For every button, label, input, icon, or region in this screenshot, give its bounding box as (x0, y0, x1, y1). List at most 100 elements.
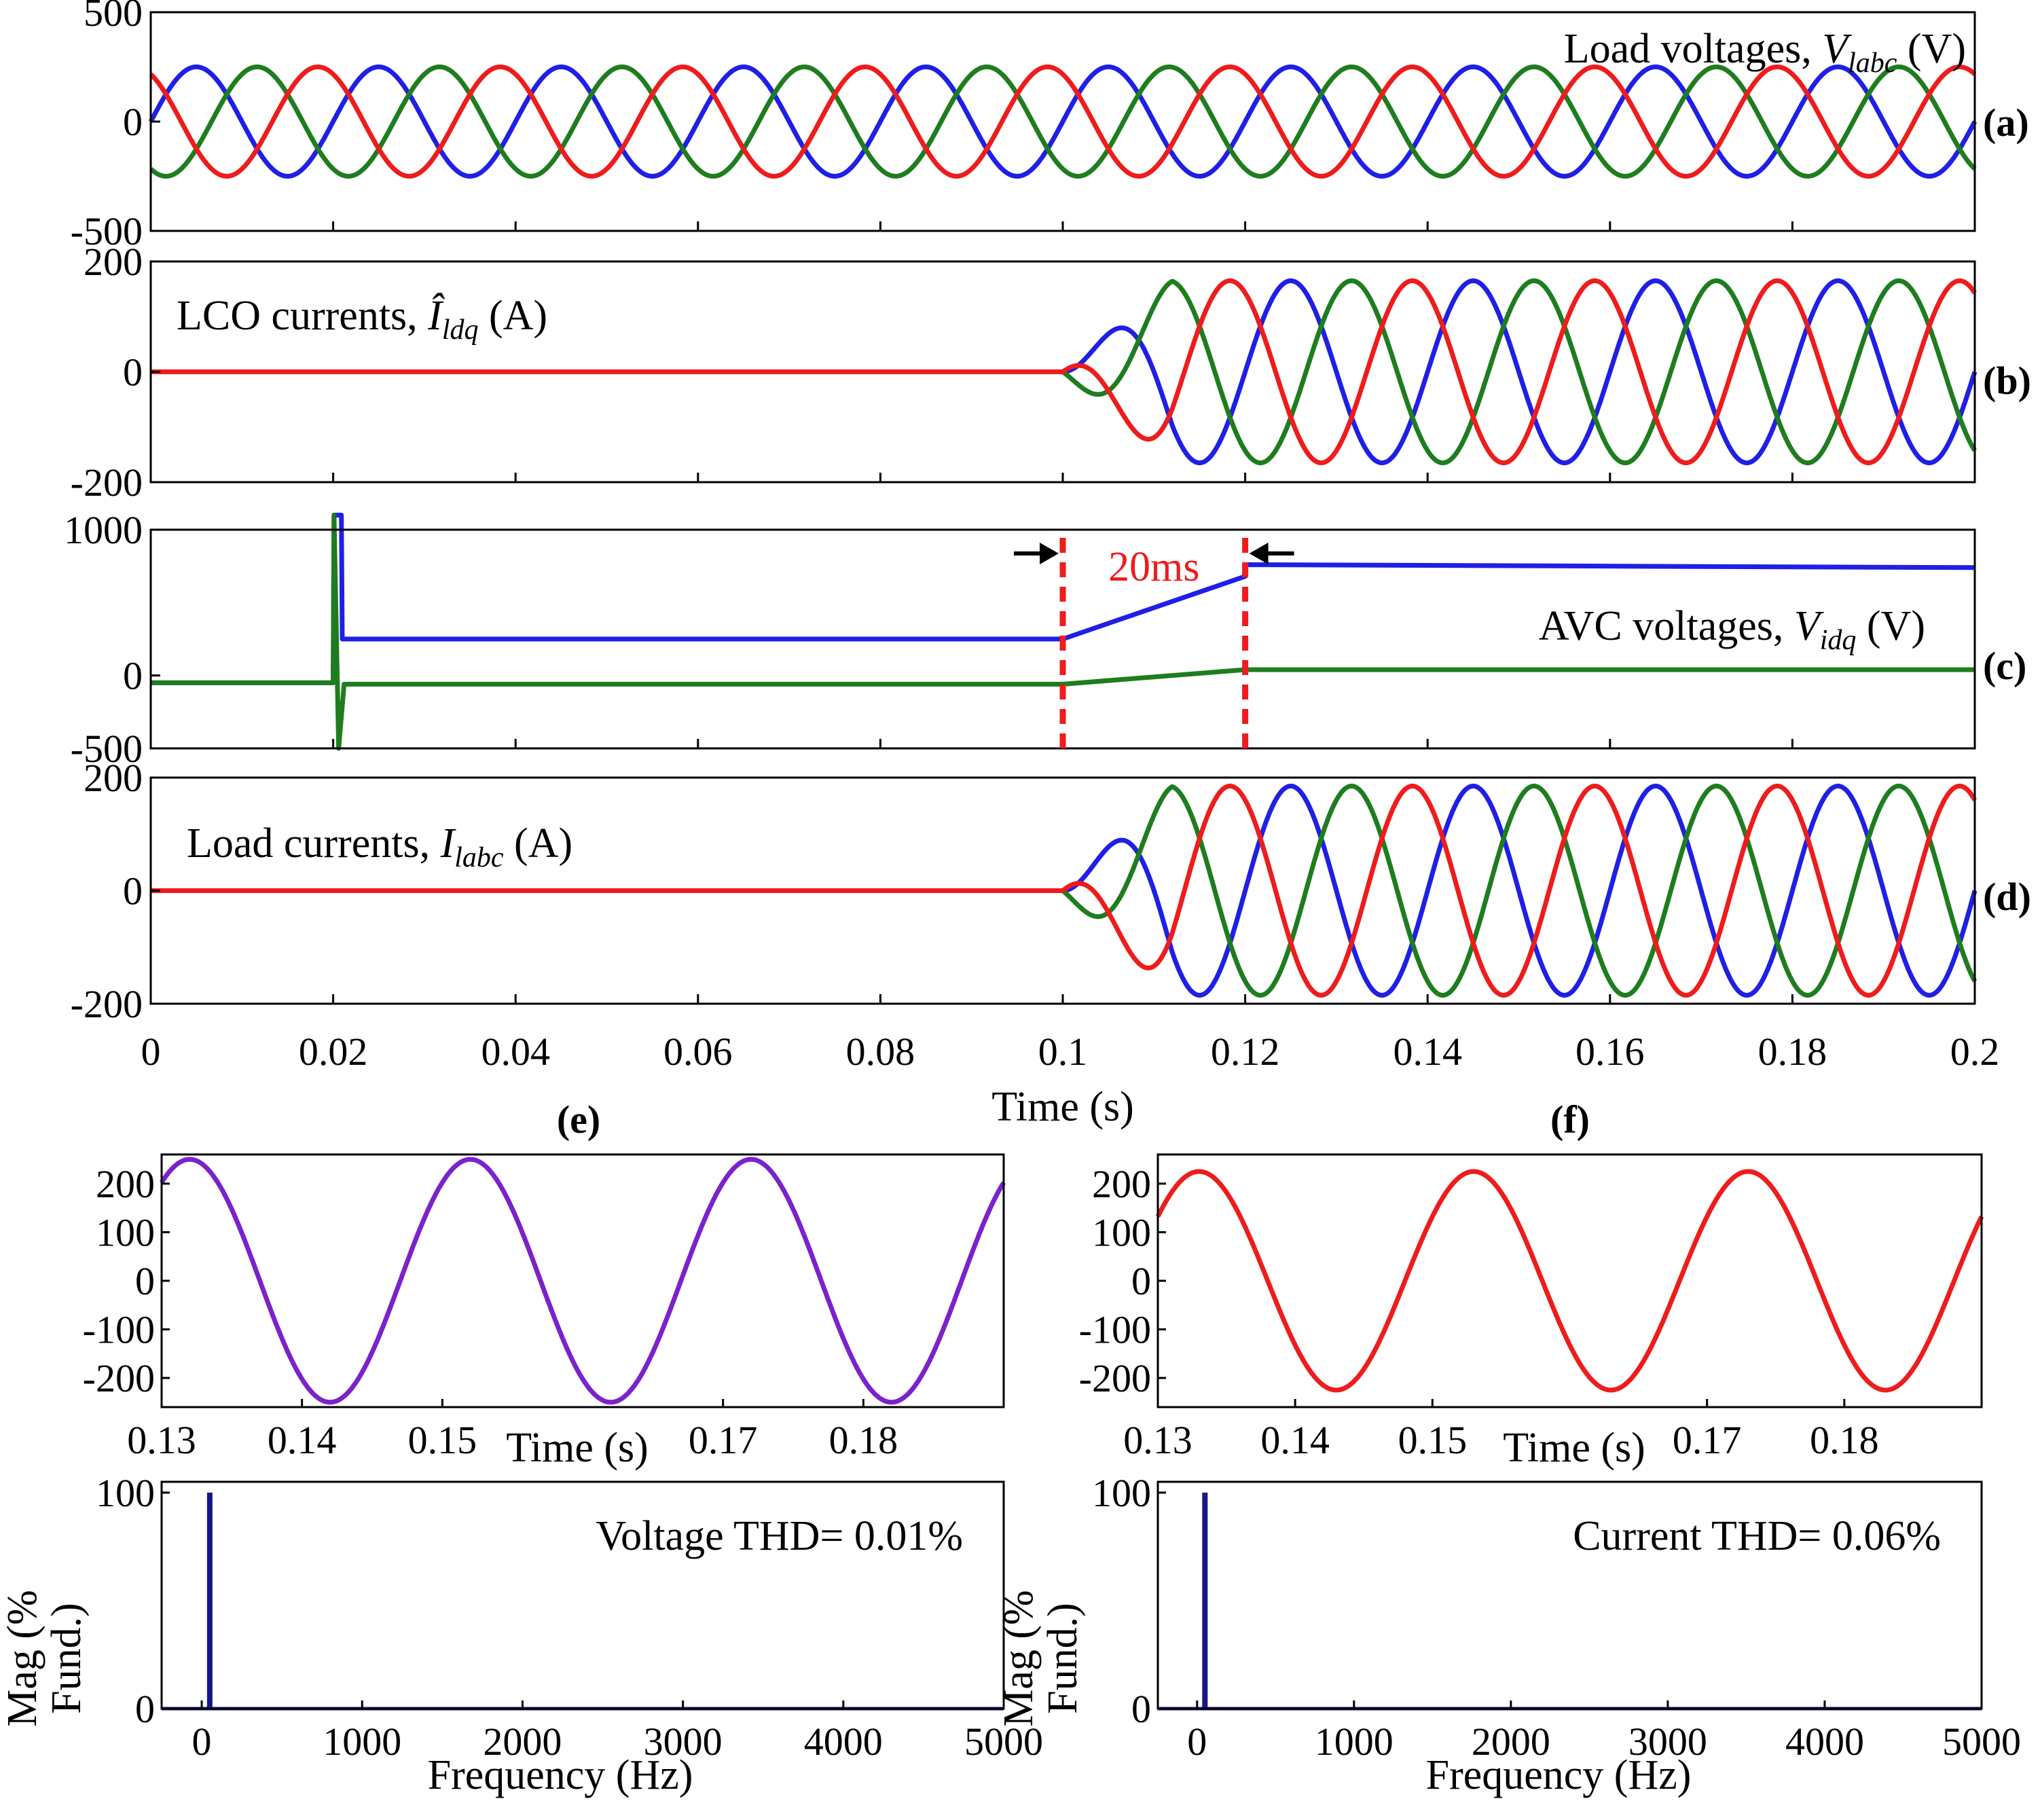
label-variable: I (440, 820, 457, 867)
ytick-label: 100 (96, 1471, 155, 1515)
ytick-label: -500 (71, 727, 143, 771)
xtick-label: 4000 (804, 1719, 883, 1764)
ytick-label: 100 (1092, 1210, 1151, 1254)
xtick-label: 0.13 (1123, 1418, 1192, 1462)
xtick-label: 0.02 (299, 1030, 368, 1074)
panel-tag-a: (a) (1983, 101, 2029, 145)
ytick-label: 0 (123, 869, 143, 913)
panel-tag-c: (c) (1983, 644, 2026, 688)
label-unit: (V) (1897, 26, 1966, 72)
series-a-phase-b (149, 65, 1977, 179)
xtick-label: 0.08 (846, 1030, 915, 1074)
thd-annotation: Voltage THD= 0.01% (596, 1513, 963, 1559)
series-a-phase-c (149, 65, 1977, 179)
panel-b: 200 0 -200 (b) (71, 240, 2031, 505)
series-b-phase-c (149, 278, 1977, 466)
ytick-label: 0 (1131, 1259, 1151, 1303)
x-axis-title-e-wave: Time (s) (506, 1425, 649, 1471)
label-text: AVC voltages, (1539, 603, 1794, 649)
ytick-label: -200 (1079, 1356, 1151, 1400)
ytick-label: 200 (1092, 1162, 1151, 1206)
xtick-label: 0 (141, 1030, 161, 1074)
xtick-label: 0.2 (1950, 1030, 2000, 1074)
label-subscript: ldq (442, 314, 479, 346)
panel-d: 200 0 -200 (d) (71, 756, 2031, 1026)
y-axis-title-line1: Mag (% (996, 1590, 1042, 1726)
xtick-label: 0.17 (689, 1418, 758, 1462)
xtick-label: 5000 (964, 1719, 1043, 1764)
ytick-label: -100 (83, 1308, 155, 1352)
shared-x-axis: 0 0.02 0.04 0.06 0.08 0.1 0.12 0.14 0.16 0.18 0.2 T… (141, 1030, 2000, 1142)
xtick-label: 0.13 (127, 1418, 196, 1462)
ytick-label: 100 (96, 1210, 155, 1254)
panel-label-d: Load currents, Ilabc (A) (187, 820, 572, 873)
ytick-label: 200 (96, 1162, 155, 1206)
xtick-label: 0.15 (408, 1418, 477, 1462)
xtick-label: 0.18 (1758, 1030, 1827, 1074)
ytick-label: 200 (84, 756, 143, 800)
series-a-phase-a (148, 65, 1978, 179)
spectrum-bar (206, 1492, 213, 1709)
series-e-wave (160, 1157, 1006, 1405)
x-axis-title: Time (s) (991, 1084, 1134, 1130)
xtick-label: 1000 (323, 1719, 401, 1764)
ytick-label: -200 (71, 460, 143, 505)
interval-annotation: 20ms (1108, 544, 1199, 590)
xtick-label: 0.18 (1810, 1418, 1879, 1462)
xtick-label: 0.14 (268, 1418, 337, 1462)
ytick-label: 0 (135, 1259, 155, 1303)
ytick-label: 0 (123, 100, 143, 144)
xtick-label: 0.04 (481, 1030, 550, 1074)
xtick-label: 2000 (1472, 1719, 1550, 1764)
label-variable: V (1822, 26, 1852, 72)
ytick-label: 100 (1092, 1471, 1151, 1515)
panel-tag-d: (d) (1983, 875, 2031, 919)
label-text: Load currents, (187, 820, 441, 867)
y-axis-title-line2: Fund.) (1040, 1603, 1086, 1714)
xtick-label: 3000 (644, 1719, 723, 1764)
panel-tag-b: (b) (1983, 359, 2031, 403)
panel-a: 500 0 -500 (a) (71, 0, 2029, 253)
spectrum-bar (1202, 1492, 1208, 1709)
axes-frame-e-spec (160, 1480, 1005, 1710)
series-d-phase-c (149, 784, 1978, 998)
subplot-title-f: (f) (1550, 1097, 1590, 1142)
label-unit: (V) (1856, 603, 1925, 649)
ytick-label: 0 (135, 1687, 155, 1731)
label-subscript: labc (454, 842, 504, 873)
xtick-label: 0.17 (1673, 1418, 1742, 1462)
ytick-label: 1000 (64, 508, 143, 552)
series-f-wave (1155, 1169, 1984, 1393)
arrow-head-right-icon (1040, 543, 1059, 564)
y-axis-title-line1: Mag (% (0, 1590, 45, 1726)
x-axis-title-f-spec: Frequency (Hz) (1426, 1752, 1692, 1798)
x-axis-title-f-wave: Time (s) (1503, 1425, 1645, 1471)
xtick-label: 0.14 (1393, 1030, 1462, 1074)
xtick-label: 0.15 (1398, 1418, 1468, 1462)
xtick-label: 0.12 (1211, 1030, 1280, 1074)
label-text: LCO currents, (177, 293, 428, 339)
xtick-label: 0.06 (663, 1030, 733, 1074)
step-markers: 20ms (1014, 538, 1294, 748)
label-text: Load voltages, (1564, 26, 1823, 72)
ytick-label: 0 (123, 654, 143, 698)
ytick-label: 0 (123, 350, 143, 395)
xtick-label: 3000 (1628, 1719, 1707, 1764)
xtick-label: 1000 (1315, 1719, 1394, 1764)
ytick-label: -200 (83, 1356, 155, 1400)
label-subscript: idq (1820, 625, 1857, 656)
axes-frame-e-wave (160, 1153, 1005, 1408)
label-unit: (A) (504, 820, 573, 867)
xtick-label: 0.18 (829, 1418, 898, 1462)
ytick-label: 0 (1131, 1687, 1151, 1731)
panel-label-b: LCO currents, Îldq (A) (177, 293, 547, 346)
label-subscript: labc (1848, 48, 1897, 79)
xtick-label: 2000 (483, 1719, 562, 1764)
series-c-q-axis (151, 513, 1975, 751)
